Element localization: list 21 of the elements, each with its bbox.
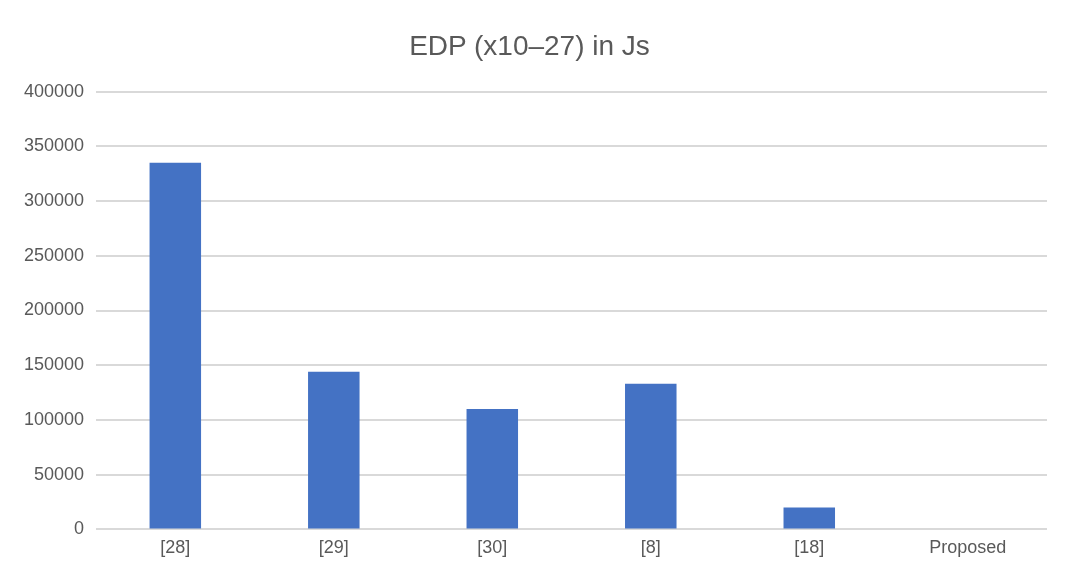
y-tick-label: 350000 — [23, 135, 85, 156]
y-tick-label: 0 — [74, 518, 85, 539]
x-tick-label: [29] — [318, 537, 349, 558]
x-tick-label: [28] — [160, 537, 191, 558]
x-tick-label: [30] — [477, 537, 508, 558]
x-tick-label: Proposed — [929, 537, 1007, 558]
y-tick-label: 250000 — [23, 244, 85, 265]
y-tick-label: 150000 — [23, 354, 85, 375]
y-tick-label: 400000 — [23, 80, 85, 101]
chart-title: EDP (x10–27) in Js — [409, 29, 650, 61]
x-tick-label: [8] — [640, 537, 661, 558]
bar — [149, 162, 202, 529]
y-tick-label: 50000 — [34, 463, 85, 484]
bar — [625, 383, 677, 529]
y-tick-label: 100000 — [23, 408, 85, 429]
bar — [466, 409, 519, 529]
x-tick-label: [18] — [794, 537, 825, 558]
y-tick-label: 300000 — [23, 190, 85, 211]
bar — [783, 507, 836, 529]
bar — [308, 371, 360, 529]
y-tick-label: 200000 — [23, 299, 85, 320]
